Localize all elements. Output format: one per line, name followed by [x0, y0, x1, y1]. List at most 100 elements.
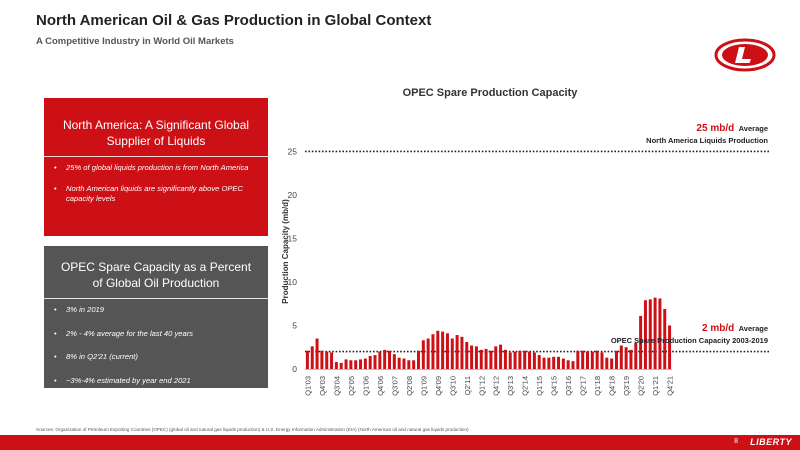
bar: [668, 325, 672, 369]
bar: [378, 351, 382, 369]
bar: [368, 355, 372, 369]
bar: [305, 350, 309, 369]
bar: [639, 315, 643, 369]
bullet-item: North American liquids are significantly…: [54, 184, 256, 205]
bar: [624, 347, 628, 369]
x-tick-label: Q4'15: [550, 376, 559, 396]
panel-divider: [44, 156, 268, 157]
bar: [494, 346, 498, 369]
bar: [416, 350, 420, 369]
bar: [392, 354, 396, 369]
bar: [470, 345, 474, 369]
north-america-bullets: 25% of global liquids production is from…: [44, 157, 268, 205]
bar: [445, 333, 449, 369]
bar: [605, 357, 609, 369]
bar: [590, 351, 594, 369]
bar: [441, 331, 445, 369]
annotation-label: Average: [738, 324, 768, 333]
bar: [339, 362, 343, 369]
bar: [561, 358, 565, 369]
bar: [489, 350, 493, 369]
x-tick-label: Q2'20: [637, 376, 646, 396]
bar: [566, 360, 570, 369]
x-tick-label: Q1'15: [535, 376, 544, 396]
x-tick-label: Q4'12: [492, 376, 501, 396]
bar: [643, 300, 647, 369]
page-title: North American Oil & Gas Production in G…: [36, 12, 432, 29]
bar: [518, 350, 522, 369]
x-tick-label: Q4'03: [318, 376, 327, 396]
brand-wordmark: LIBERTY: [750, 437, 792, 447]
bar: [320, 350, 324, 369]
bar: [402, 358, 406, 369]
bar: [465, 342, 469, 369]
bar: [388, 350, 392, 369]
y-axis-label: Production Capacity (mb/d): [281, 199, 290, 304]
north-america-heading: North America: A Significant Global Supp…: [62, 118, 250, 148]
bar: [397, 357, 401, 369]
x-tick-label: Q4'09: [434, 376, 443, 396]
x-tick-label: Q4'06: [376, 376, 385, 396]
bar: [330, 352, 334, 369]
bar: [571, 361, 575, 369]
bar: [503, 349, 507, 369]
opec-capacity-panel: OPEC Spare Capacity as a Percent of Glob…: [44, 246, 268, 388]
page-number: 8: [734, 438, 738, 445]
x-tick-label: Q3'16: [564, 376, 573, 396]
annotation-description: OPEC Spare Production Capacity 2003-2019: [610, 336, 768, 345]
opec-capacity-heading: OPEC Spare Capacity as a Percent of Glob…: [60, 260, 252, 290]
bar: [547, 357, 551, 369]
bar: [383, 349, 387, 369]
bar: [648, 299, 652, 369]
page-subtitle: A Competitive Industry in World Oil Mark…: [36, 36, 234, 47]
x-tick-label: Q1'09: [419, 376, 428, 396]
bar: [653, 297, 657, 369]
x-tick-label: Q1'18: [593, 376, 602, 396]
annotation-label: Average: [738, 124, 768, 133]
x-tick-label: Q4'21: [666, 376, 675, 396]
opec-capacity-bullets: 3% in 2019 2% - 4% average for the last …: [44, 299, 268, 386]
x-tick-label: Q2'17: [579, 376, 588, 396]
bullet-item: 8% in Q2'21 (current): [54, 352, 256, 363]
bar: [585, 351, 589, 369]
bar: [528, 351, 532, 369]
bar: [450, 338, 454, 369]
bar: [634, 342, 638, 369]
north-america-panel: North America: A Significant Global Supp…: [44, 98, 268, 236]
bar: [334, 362, 338, 369]
x-tick-label: Q2'08: [405, 376, 414, 396]
bar: [610, 358, 614, 369]
bar: [436, 330, 440, 369]
bullet-item: 25% of global liquids production is from…: [54, 163, 256, 174]
x-tick-label: Q1'21: [651, 376, 660, 396]
bar: [508, 352, 512, 369]
x-tick-label: Q2'14: [521, 376, 530, 396]
bar: [349, 360, 353, 369]
panel-divider: [44, 298, 268, 299]
x-tick-label: Q1'03: [303, 376, 312, 396]
x-tick-label: Q3'04: [332, 376, 341, 396]
x-tick-label: Q1'06: [361, 376, 370, 396]
bar: [542, 357, 546, 369]
bar: [484, 348, 488, 369]
bar: [431, 334, 435, 369]
bar: [595, 350, 599, 369]
bar: [455, 335, 459, 369]
x-tick-label: Q2'11: [463, 376, 472, 395]
bar: [513, 351, 517, 369]
bar: [532, 352, 536, 369]
x-tick-label: Q4'18: [608, 376, 617, 396]
sources-note: Sources: Organization of Petroleum Expor…: [36, 427, 469, 432]
bar: [619, 345, 623, 369]
bullet-item: 2% - 4% average for the last 40 years: [54, 329, 256, 340]
bar: [576, 350, 580, 369]
bar: [373, 355, 377, 369]
annotation-value: 2 mb/d: [701, 323, 735, 334]
liberty-logo-icon: [714, 38, 776, 72]
bar: [363, 358, 367, 369]
bar: [658, 298, 662, 369]
bar: [499, 344, 503, 369]
bar: [407, 360, 411, 369]
bar: [629, 349, 633, 369]
